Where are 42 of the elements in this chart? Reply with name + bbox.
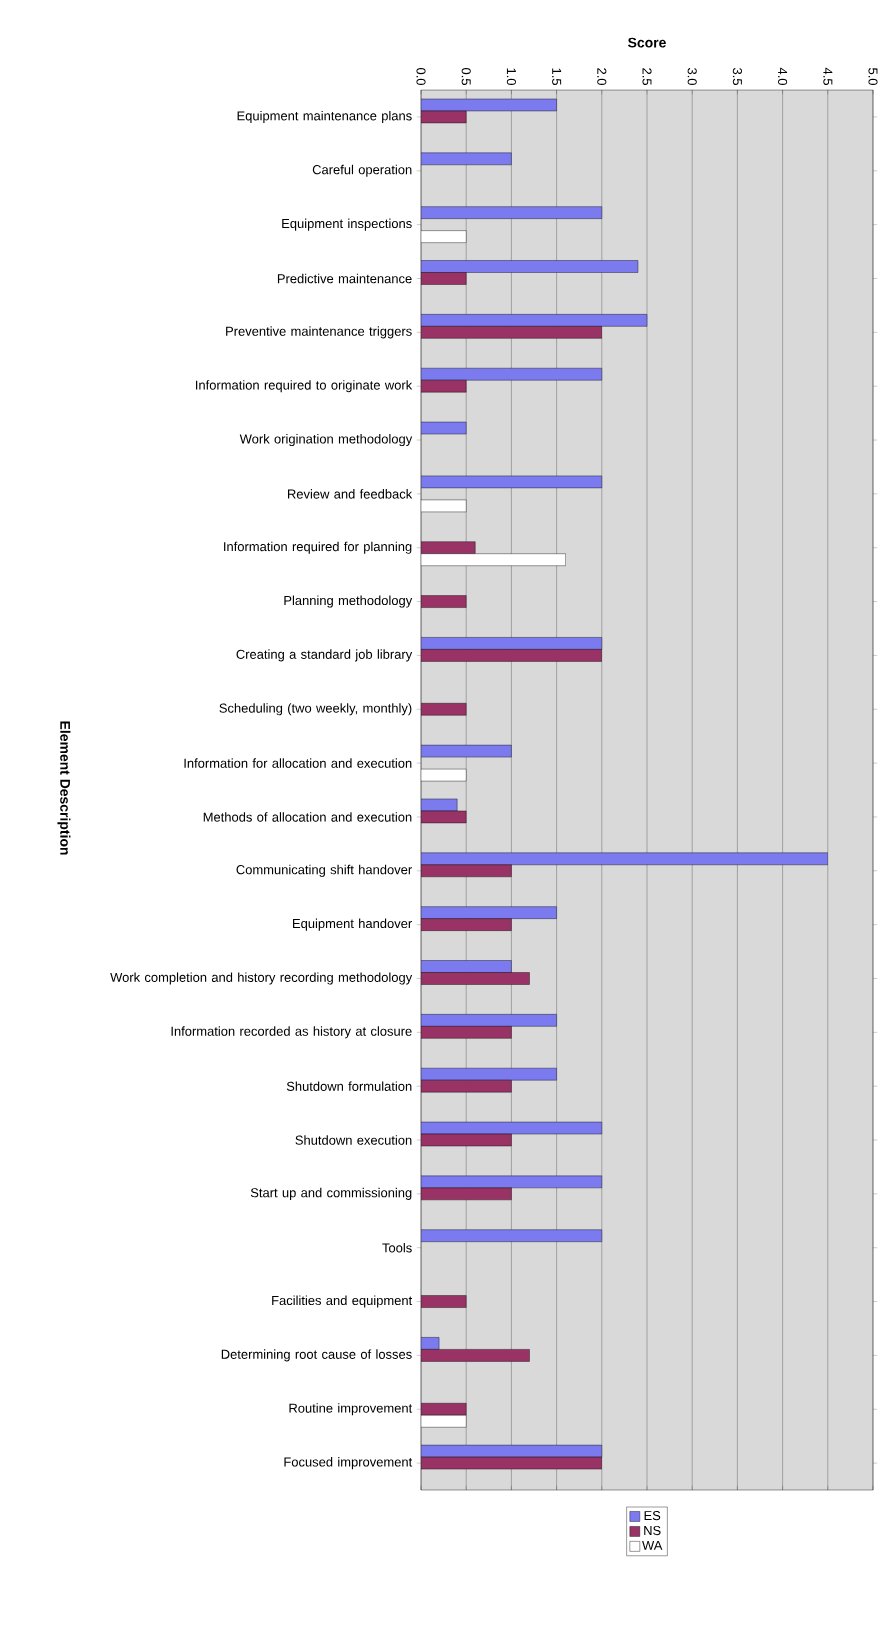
y-tick-label: Information required for planning [224, 541, 412, 554]
y-tick-label: Methods of allocation and execution [203, 812, 412, 822]
y-tick-label: Equipment inspections [282, 218, 412, 231]
x-tick-label: 0.5 [461, 68, 471, 85]
y-tick-label: Facilities and equipment [272, 1295, 413, 1308]
y-tick-label: Information for allocation and execution [184, 758, 412, 768]
y-tick-label: Equipment handover [293, 918, 412, 931]
legend-label: ES [644, 1510, 661, 1521]
y-tick-label: Focused improvement [284, 1457, 413, 1470]
x-tick-label: 4.0 [778, 67, 788, 86]
y-tick-label: Scheduling (two weekly, monthly) [219, 703, 412, 716]
y-tick-label: Communicating shift handover [236, 864, 412, 877]
y-axis-title: Element Description [57, 721, 71, 855]
x-axis-title: Score [628, 37, 666, 48]
y-tick-label: Shutdown execution [295, 1135, 412, 1145]
y-tick-label: Shutdown formulation [286, 1081, 412, 1091]
y-tick-label: Review and feedback [288, 489, 413, 499]
y-tick-label: Information recorded as history at closure [171, 1026, 412, 1039]
y-tick-label: Information required to originate work [196, 380, 413, 393]
legend-label: WA [642, 1540, 663, 1550]
y-tick-label: Determining root cause of losses [221, 1349, 412, 1362]
x-tick-label: 2.5 [642, 68, 652, 85]
x-tick-label: 5.0 [868, 68, 878, 86]
y-tick-label: Tools [382, 1242, 412, 1253]
x-tick-label: 1.0 [506, 68, 516, 86]
x-tick-label: 0.0 [416, 68, 426, 86]
y-tick-label: Preventive maintenance triggers [226, 326, 412, 339]
legend-label: NS [644, 1525, 661, 1536]
x-tick-label: 3.5 [732, 68, 742, 85]
x-tick-label: 3.0 [687, 68, 697, 86]
y-tick-label: Start up and commissioning [250, 1187, 412, 1200]
y-tick-label: Work origination methodology [239, 433, 413, 447]
x-tick-label: 1.5 [552, 68, 562, 85]
y-tick-label: Creating a standard job library [236, 649, 413, 662]
y-tick-label: Planning methodology [284, 595, 413, 608]
y-tick-label: Equipment maintenance plans [237, 110, 412, 123]
y-tick-label: Predictive maintenance [277, 273, 412, 284]
y-tick-label: Routine improvement [289, 1403, 413, 1416]
x-tick-label: 2.0 [597, 68, 607, 86]
x-tick-label: 4.5 [823, 67, 833, 85]
y-tick-label: Careful operation [312, 164, 412, 177]
y-tick-label: Work completion and history recording methodology [110, 972, 413, 985]
